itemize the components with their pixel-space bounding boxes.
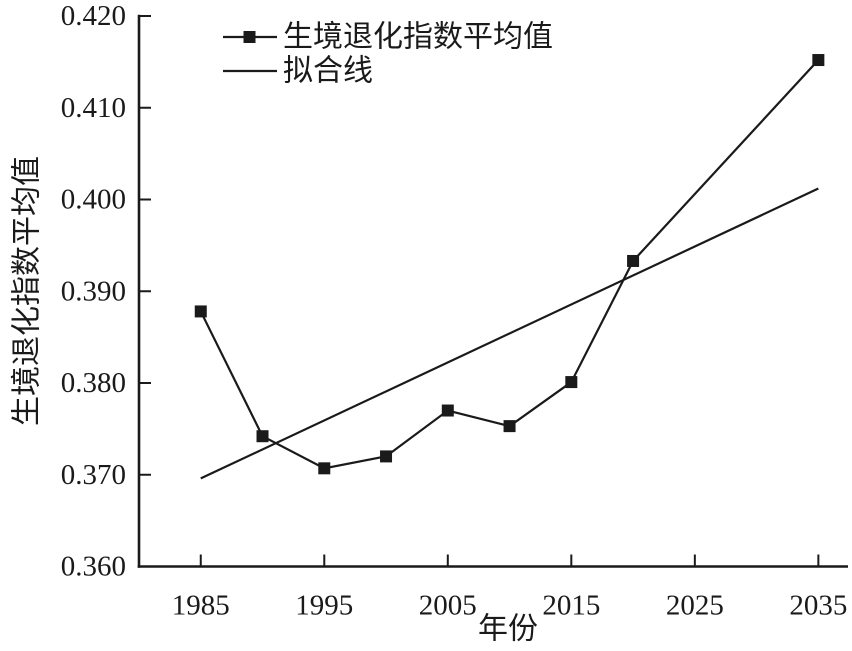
legend-entry-data-series: 生境退化指数平均值 [223,21,553,54]
x-tick-label: 2035 [789,590,847,622]
data-point-square-marker [503,420,516,433]
data-point-square-marker [812,54,825,67]
y-axis-title: 生境退化指数平均值 [11,156,44,426]
legend-label-data-series: 生境退化指数平均值 [283,21,553,54]
y-tick-label: 0.410 [61,92,126,124]
x-tick-label: 2005 [419,590,477,622]
series-line-data [199,59,820,470]
x-axis-title: 年份 [478,613,538,646]
y-tick-label: 0.380 [61,367,126,399]
y-tick-label: 0.370 [61,459,126,491]
data-point-square-marker [565,376,578,389]
x-tick-label: 2025 [666,590,724,622]
x-tick-label: 1995 [295,590,353,622]
data-point-square-marker [441,404,454,417]
y-tick-label: 0.400 [61,184,126,216]
plot-area: 0.420 0.410 0.400 0.390 0.380 0.370 0.360 1985 1… [61,0,848,622]
data-point-square-marker [318,462,331,475]
data-point-square-marker [627,254,640,267]
legend-entry-fit-line: 拟合线 [223,55,373,88]
y-tick-label: 0.420 [61,0,126,32]
series-line-fit [200,187,819,480]
legend-square-marker-icon [243,31,256,43]
data-point-square-marker [380,450,393,463]
y-tick-label: 0.360 [61,551,126,583]
x-tick-label: 1985 [172,590,230,622]
y-tick-label: 0.390 [61,275,126,307]
x-tick-label: 2015 [542,590,600,622]
legend: 生境退化指数平均值 拟合线 [223,21,553,88]
data-point-square-marker [194,305,207,318]
data-point-square-marker [256,430,269,443]
legend-label-fit-line: 拟合线 [283,55,373,88]
